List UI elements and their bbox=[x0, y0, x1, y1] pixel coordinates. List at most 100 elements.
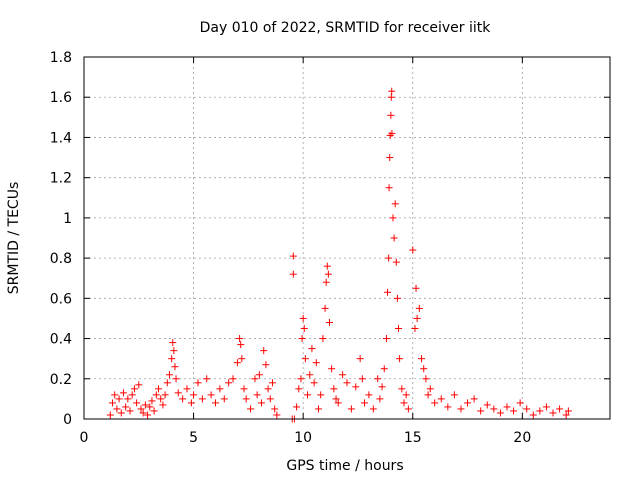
data-point bbox=[374, 375, 382, 383]
data-point bbox=[157, 395, 165, 403]
y-tick-label: 0 bbox=[63, 412, 72, 428]
data-point bbox=[187, 399, 195, 407]
data-point bbox=[444, 403, 452, 411]
data-point bbox=[255, 371, 263, 379]
y-tick-label: 1 bbox=[63, 211, 72, 227]
data-point bbox=[251, 375, 259, 383]
data-point bbox=[564, 407, 572, 415]
data-point bbox=[385, 184, 393, 192]
data-point bbox=[347, 405, 355, 413]
data-point bbox=[420, 365, 428, 373]
data-point bbox=[126, 407, 134, 415]
data-point bbox=[404, 405, 412, 413]
data-point bbox=[137, 405, 145, 413]
data-point bbox=[390, 234, 398, 242]
data-point bbox=[301, 355, 309, 363]
data-point bbox=[536, 407, 544, 415]
data-point bbox=[169, 339, 177, 347]
data-point bbox=[233, 359, 241, 367]
data-point bbox=[163, 379, 171, 387]
y-tick-label: 0.6 bbox=[50, 291, 72, 307]
data-point bbox=[190, 391, 198, 399]
y-tick-label: 1.8 bbox=[50, 50, 72, 66]
data-point bbox=[240, 385, 248, 393]
data-point bbox=[418, 355, 426, 363]
data-point bbox=[170, 347, 178, 355]
data-point bbox=[304, 391, 312, 399]
x-tick-label: 20 bbox=[513, 430, 531, 446]
data-point bbox=[253, 391, 261, 399]
data-point bbox=[334, 399, 342, 407]
data-point bbox=[293, 403, 301, 411]
grid-lines bbox=[84, 57, 610, 419]
data-point bbox=[365, 391, 373, 399]
data-point bbox=[289, 252, 297, 260]
data-point bbox=[330, 385, 338, 393]
data-point bbox=[161, 391, 169, 399]
data-points bbox=[106, 87, 572, 423]
data-point bbox=[300, 325, 308, 332]
data-point bbox=[212, 399, 219, 407]
data-point bbox=[319, 335, 327, 343]
data-point bbox=[194, 379, 202, 387]
data-point bbox=[168, 355, 176, 363]
data-point bbox=[139, 409, 147, 417]
data-point bbox=[510, 407, 518, 415]
data-point bbox=[412, 284, 420, 292]
data-point bbox=[431, 399, 439, 407]
data-point bbox=[556, 405, 564, 413]
data-point bbox=[392, 258, 400, 266]
data-point bbox=[562, 411, 570, 419]
y-tick-label: 0.2 bbox=[50, 372, 72, 388]
data-point bbox=[266, 395, 274, 403]
data-point bbox=[225, 379, 233, 387]
data-point bbox=[387, 111, 395, 119]
data-point bbox=[247, 405, 255, 413]
data-point bbox=[378, 383, 386, 391]
y-axis: 0 0.2 0.4 0.6 0.8 1 1.2 1.4 1.6 1.8 bbox=[50, 50, 610, 428]
data-point bbox=[358, 375, 366, 383]
data-point bbox=[289, 270, 297, 278]
data-point bbox=[236, 335, 244, 343]
data-point bbox=[384, 288, 392, 296]
data-point bbox=[388, 87, 396, 95]
data-point bbox=[382, 335, 390, 343]
y-axis-label: SRMTID / TECUs bbox=[6, 182, 22, 295]
data-point bbox=[172, 375, 180, 383]
data-point bbox=[229, 375, 237, 383]
data-point bbox=[242, 395, 250, 403]
data-point bbox=[220, 395, 228, 403]
data-point bbox=[413, 314, 421, 322]
data-point bbox=[424, 391, 432, 399]
data-point bbox=[376, 395, 384, 403]
data-point bbox=[389, 214, 397, 222]
data-point bbox=[415, 304, 423, 312]
data-point bbox=[155, 385, 163, 393]
data-point bbox=[308, 345, 316, 353]
data-point bbox=[437, 395, 445, 403]
data-point bbox=[130, 385, 138, 393]
data-point bbox=[457, 405, 465, 413]
x-tick-label: 5 bbox=[189, 430, 198, 446]
x-tick-label: 0 bbox=[80, 430, 89, 446]
data-point bbox=[237, 341, 245, 349]
chart-title: Day 010 of 2022, SRMTID for receiver iit… bbox=[200, 20, 492, 36]
data-point bbox=[516, 399, 524, 407]
data-point bbox=[391, 200, 399, 208]
data-point bbox=[496, 409, 504, 417]
data-point bbox=[328, 365, 336, 373]
data-point bbox=[542, 403, 550, 411]
data-point bbox=[260, 347, 268, 355]
data-point bbox=[113, 405, 121, 413]
data-point bbox=[490, 405, 498, 413]
data-point bbox=[150, 407, 158, 415]
data-point bbox=[450, 391, 458, 399]
data-point bbox=[165, 371, 173, 379]
data-point bbox=[549, 409, 557, 417]
y-tick-label: 0.4 bbox=[50, 332, 72, 348]
data-point bbox=[117, 409, 125, 417]
data-point bbox=[312, 359, 320, 367]
data-point bbox=[409, 246, 417, 254]
data-point bbox=[464, 399, 472, 407]
